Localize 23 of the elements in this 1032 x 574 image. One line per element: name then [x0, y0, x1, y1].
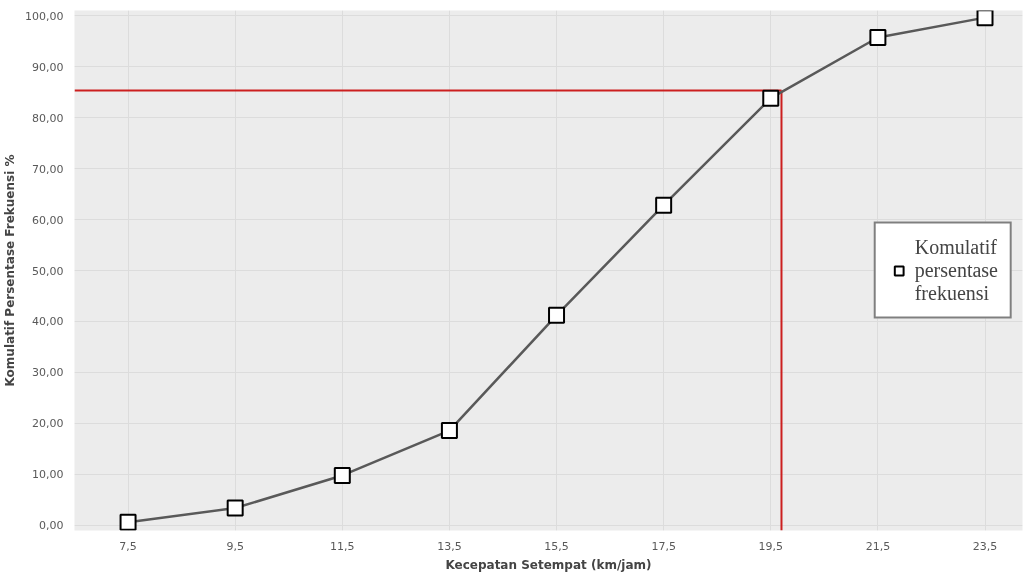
x-tick-label: 19,5 — [758, 539, 784, 553]
legend-label: Komulatif persentase frekuensi — [914, 235, 998, 305]
y-tick-label: 40,00 — [32, 315, 64, 329]
x-tick-label: 7,5 — [119, 539, 137, 553]
x-tick-label: 21,5 — [865, 539, 891, 553]
y-tick-label: 90,00 — [32, 60, 64, 74]
x-tick-label: 15,5 — [544, 539, 569, 553]
y-tick-label: 20,00 — [32, 417, 64, 431]
y-tick-label: 80,00 — [32, 111, 64, 125]
x-tick-label: 23,5 — [972, 539, 998, 553]
y-axis-title: Komulatif Persentase Frekuensi % — [3, 154, 18, 387]
x-tick-label: 13,5 — [437, 539, 462, 553]
y-tick-label: 100,00 — [25, 9, 64, 23]
x-tick-label: 9,5 — [226, 539, 244, 553]
y-tick-label: 0,00 — [39, 519, 64, 533]
y-tick-label: 70,00 — [32, 162, 64, 176]
y-tick-label: 10,00 — [32, 468, 64, 482]
y-tick-label: 50,00 — [32, 264, 64, 278]
y-tick-label: 30,00 — [32, 366, 64, 380]
x-axis-title: Kecepatan Setempat (km/jam) — [445, 557, 652, 572]
y-tick-label: 60,00 — [32, 213, 64, 227]
x-tick-label: 17,5 — [651, 539, 676, 553]
x-tick-label: 11,5 — [330, 539, 355, 553]
